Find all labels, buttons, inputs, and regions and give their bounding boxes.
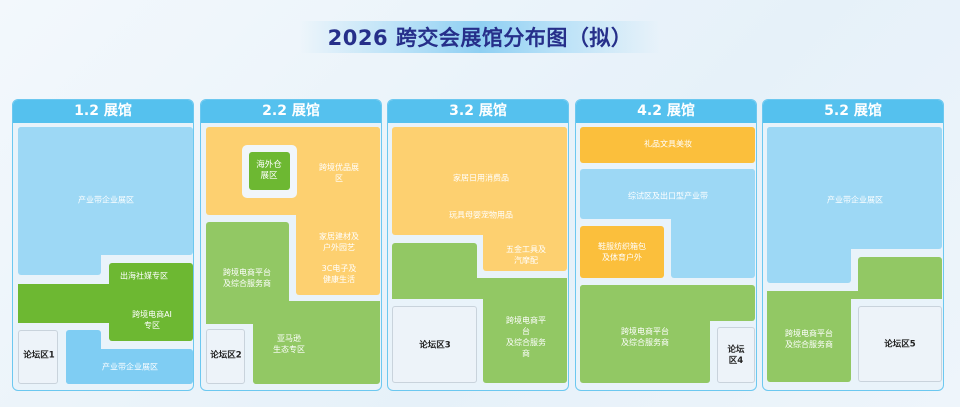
zone-label: 跨境电商平台 及综合服务商 (621, 327, 669, 347)
zone-label: 海外仓 展区 (256, 160, 282, 181)
page-title: 2026 跨交会展馆分布图（拟） (327, 26, 633, 50)
title-band (300, 21, 660, 53)
zone-label: 跨境优品展区 (319, 163, 359, 183)
zone-label: 礼品文具美妆 (644, 139, 692, 149)
zone-label: 论坛区3 (419, 340, 451, 351)
hall-5-2: 5.2 展馆 产业带企业展区 跨境电商平台 及综合服务商 论坛区5 (762, 99, 944, 391)
hall-3-2: 3.2 展馆 家居日用消费品 玩具母婴宠物用品 五金工具及汽摩配 跨境电商平台 … (387, 99, 569, 391)
zone-label: 产业带企业展区 (78, 195, 134, 205)
hall-4-2: 4.2 展馆 礼品文具美妆 综试区及出口型产业带 鞋服纺织箱包 及体育户外 跨境… (575, 99, 757, 391)
zone-label: 3C电子及 健康生活 (321, 264, 357, 284)
hall-header: 5.2 展馆 (763, 100, 943, 123)
zone-label: 论坛区1 (23, 350, 55, 361)
zone-label: 鞋服纺织箱包 及体育户外 (598, 242, 646, 262)
zone-platform[interactable] (483, 278, 567, 383)
zone-pilot-zone-part (671, 169, 755, 278)
forum-3[interactable] (392, 306, 477, 383)
hall-header: 4.2 展馆 (576, 100, 756, 123)
hall-header: 1.2 展馆 (13, 100, 193, 123)
zone-label: 跨境电商平台 及综合服务商 (785, 329, 833, 349)
zone-amazon[interactable] (253, 301, 380, 384)
zone-label: 玩具母婴宠物用品 (449, 210, 513, 220)
zone-gifts[interactable] (580, 127, 755, 163)
zone-label: 综试区及出口型产业带 (628, 191, 708, 201)
zone-platform[interactable] (580, 285, 710, 383)
zone-label: 跨境电商平台 及综合服务商 (506, 316, 546, 358)
forum-1[interactable] (18, 330, 58, 384)
hall-2-2: 2.2 展馆 海外仓 展区 跨境优品展区 家居建材及 户外园艺 3C电子及 健康… (200, 99, 382, 391)
zone-apparel[interactable] (580, 226, 664, 278)
zone-label: 家居建材及 户外园艺 (319, 232, 359, 252)
zone-label: 亚马逊 生态专区 (273, 334, 305, 354)
zone-platform-part (767, 291, 942, 299)
hall-header: 2.2 展馆 (201, 100, 381, 123)
hall-header: 3.2 展馆 (388, 100, 568, 123)
forum-4[interactable] (717, 327, 755, 383)
zone-label: 论坛区5 (884, 339, 916, 350)
zone-label: 家居日用消费品 (453, 173, 509, 183)
zone-social-media[interactable] (109, 263, 193, 288)
zone-platform[interactable] (767, 291, 851, 382)
zone-industry-belt-part (767, 127, 851, 283)
zone-industry-belt-2-part (66, 349, 193, 384)
forum-5[interactable] (858, 306, 942, 382)
zone-label: 跨境电商AI专区 (132, 310, 172, 330)
zone-label: 论坛区2 (210, 350, 242, 361)
zone-ai-part (109, 310, 193, 341)
zone-home-3c[interactable] (296, 127, 380, 295)
zone-label: 产业带企业展区 (827, 195, 883, 205)
hall-1-2: 1.2 展馆 产业带企业展区 出海社媒专区 跨境电商AI专区 产业带企业展区 论… (12, 99, 194, 391)
zone-label: 出海社媒专区 (120, 271, 168, 281)
zone-label: 论坛区4 (727, 345, 745, 366)
zone-hardware[interactable] (483, 127, 567, 271)
zone-label: 跨境电商平台 及综合服务商 (223, 268, 271, 288)
zone-label: 五金工具及汽摩配 (506, 245, 546, 265)
forum-2[interactable] (206, 329, 245, 384)
zone-label: 产业带企业展区 (102, 362, 158, 372)
zone-industry-belt-part (18, 127, 101, 275)
zone-overseas-warehouse[interactable] (249, 152, 290, 190)
